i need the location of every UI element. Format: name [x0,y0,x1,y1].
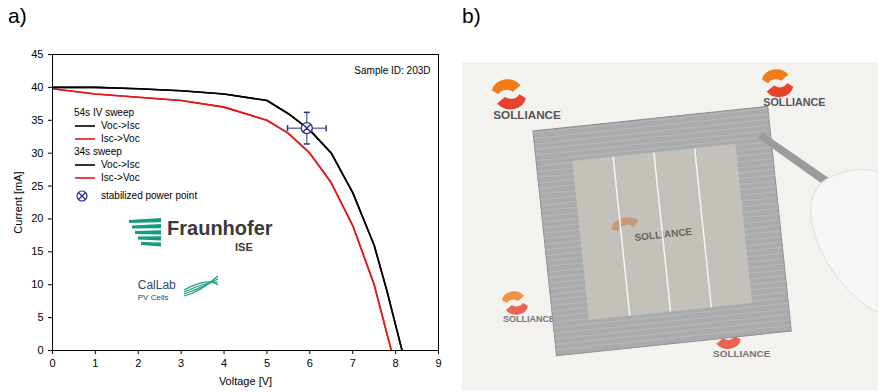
svg-text:10: 10 [31,278,43,290]
html-text:ISE: ISE [235,241,253,254]
html-text:Voc->Isc: Voc->Isc [101,159,140,170]
svg-text:8: 8 [393,357,399,369]
svg-text:30: 30 [31,147,43,159]
svg-text:SOLLIANCE: SOLLIANCE [493,108,561,121]
svg-text:SOLLIANCE: SOLLIANCE [763,96,825,108]
svg-text:Sample ID: 203D: Sample ID: 203D [354,65,430,76]
html-text:b): b) [462,4,481,27]
svg-text:3: 3 [178,357,184,369]
svg-text:6: 6 [307,357,313,369]
svg-text:7: 7 [350,357,356,369]
svg-text:2: 2 [135,357,141,369]
html-text:PV Cells: PV Cells [137,292,169,302]
svg-text:0: 0 [37,344,43,356]
svg-text:SOLLIANCE: SOLLIANCE [634,225,693,243]
svg-text:40: 40 [31,81,43,93]
html-text:34s sweep: 34s sweep [74,146,122,157]
svg-text:9: 9 [435,357,441,369]
html-text:CalLab: CalLab [137,277,176,292]
svg-text:15: 15 [31,245,43,257]
svg-text:5: 5 [37,311,43,323]
html-text:Voc->Isc: Voc->Isc [101,120,140,131]
html-text:stabilized power point: stabilized power point [101,190,198,201]
svg-text:25: 25 [31,180,43,192]
html-text:54s IV sweep: 54s IV sweep [74,107,134,118]
svg-text:45: 45 [31,48,43,60]
html-text:Fraunhofer: Fraunhofer [167,217,273,240]
html-text:a): a) [8,4,27,27]
html-text:Isc->Voc: Isc->Voc [101,172,140,183]
svg-text:4: 4 [221,357,227,369]
svg-text:Current [mA]: Current [mA] [12,171,24,233]
svg-text:5: 5 [264,357,270,369]
svg-text:1: 1 [92,357,98,369]
svg-text:Voltage [V]: Voltage [V] [219,375,272,387]
svg-text:SOLLIANCE: SOLLIANCE [503,314,555,324]
svg-text:35: 35 [31,114,43,126]
svg-text:0: 0 [49,357,55,369]
svg-text:20: 20 [31,212,43,224]
svg-text:SOLLIANCE: SOLLIANCE [713,348,771,359]
html-text:Isc->Voc: Isc->Voc [101,133,140,144]
